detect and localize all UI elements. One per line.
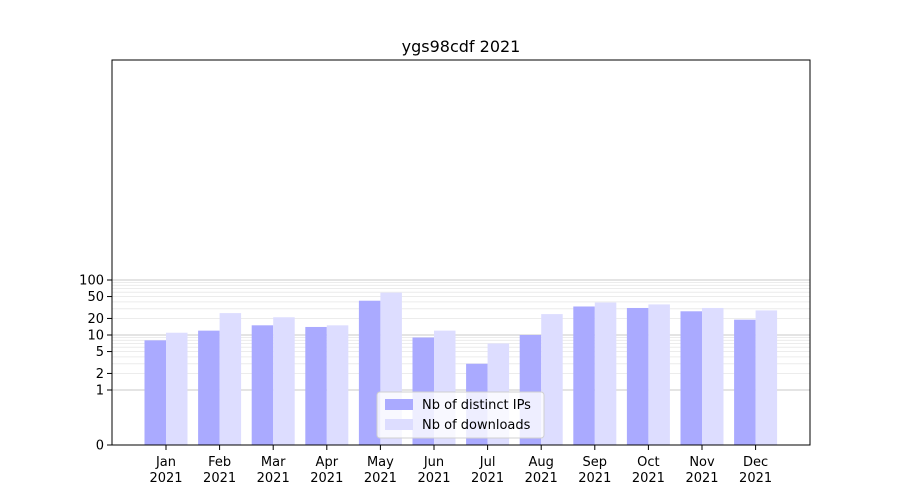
bar-downloads: [273, 317, 295, 445]
bar-downloads: [541, 314, 563, 445]
legend: Nb of distinct IPs Nb of downloads: [376, 391, 545, 439]
bar-distinct-ips: [734, 319, 756, 445]
bar-downloads: [755, 310, 778, 445]
x-tick-label: Jun 2021: [417, 455, 450, 486]
x-tick-label: May 2021: [364, 455, 397, 486]
x-tick-label: Sep 2021: [578, 455, 611, 486]
bar-distinct-ips: [626, 307, 649, 445]
x-tick-label: Oct 2021: [632, 455, 665, 486]
y-tick-label: 5: [96, 345, 104, 360]
x-tick-label: Feb 2021: [203, 455, 236, 486]
legend-box: [376, 391, 545, 439]
bar-distinct-ips: [305, 326, 327, 445]
y-tick-label: 20: [87, 312, 104, 327]
bar-distinct-ips: [358, 300, 381, 445]
legend-label: Nb of downloads: [422, 418, 531, 433]
bar-distinct-ips: [144, 340, 166, 445]
y-tick-label: 2: [96, 367, 104, 382]
bar-distinct-ips: [198, 330, 220, 445]
legend-label: Nb of distinct IPs: [422, 398, 531, 413]
bar-distinct-ips: [251, 325, 274, 445]
x-tick-label: Jul 2021: [471, 455, 504, 486]
bar-downloads: [702, 307, 724, 445]
y-tick-label: 10: [87, 329, 104, 344]
bar-downloads: [219, 313, 242, 445]
x-axis: Jan 2021 Feb 2021 Mar 2021 Apr 2021 May 2021 Jun 20…: [149, 445, 772, 486]
legend-swatch: [385, 419, 413, 430]
bar-downloads: [166, 332, 188, 445]
bar-distinct-ips: [573, 306, 595, 445]
x-tick-label: Apr 2021: [310, 455, 343, 486]
x-tick-label: Mar 2021: [257, 455, 290, 486]
legend-swatch: [385, 399, 413, 410]
chart-title: ygs98cdf 2021: [402, 37, 521, 56]
y-tick-label: 50: [87, 290, 104, 305]
bar-distinct-ips: [680, 311, 702, 445]
y-tick-label: 100: [79, 274, 104, 289]
bar-downloads: [648, 304, 670, 445]
bar-downloads: [326, 325, 349, 445]
x-tick-label: Dec 2021: [739, 455, 772, 486]
y-tick-label: 0: [96, 439, 104, 454]
bar-downloads: [594, 302, 617, 445]
y-tick-label: 1: [96, 384, 104, 399]
x-tick-label: Nov 2021: [685, 455, 718, 486]
plot-area: [111, 59, 811, 446]
x-tick-label: Jan 2021: [149, 455, 182, 486]
x-tick-label: Aug 2021: [525, 455, 558, 486]
